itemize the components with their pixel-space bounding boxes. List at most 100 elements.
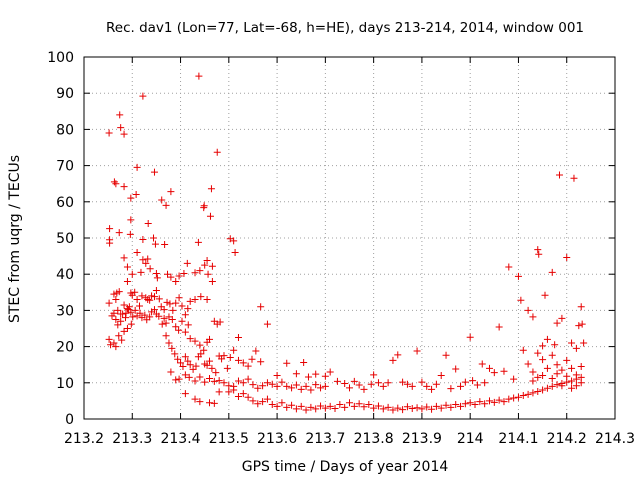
data-point <box>529 313 537 321</box>
data-point <box>107 341 115 349</box>
data-point <box>215 388 223 396</box>
data-point <box>225 382 233 390</box>
data-point <box>321 404 329 412</box>
data-point <box>106 225 114 233</box>
data-point <box>204 270 212 278</box>
data-point <box>206 335 214 343</box>
data-point <box>452 365 460 373</box>
data-point <box>572 371 580 379</box>
data-point <box>505 395 513 403</box>
data-point <box>168 315 176 323</box>
data-point <box>389 356 397 364</box>
data-point <box>514 393 522 401</box>
data-point <box>230 346 238 354</box>
data-point <box>331 405 339 413</box>
data-point <box>297 385 305 393</box>
data-point <box>519 391 527 399</box>
data-point <box>307 403 315 411</box>
data-point <box>350 377 358 385</box>
data-point <box>152 269 160 277</box>
data-point <box>539 356 547 364</box>
data-point <box>234 334 242 342</box>
data-point <box>548 374 556 382</box>
data-point <box>304 373 312 381</box>
data-point <box>524 306 532 314</box>
data-point <box>110 309 118 317</box>
data-point <box>326 402 334 410</box>
data-point <box>505 263 513 271</box>
data-point <box>423 382 431 390</box>
data-point <box>283 403 291 411</box>
data-point <box>524 360 532 368</box>
data-point <box>210 317 218 325</box>
data-point <box>346 384 353 392</box>
data-point <box>194 238 202 246</box>
data-point <box>302 406 310 414</box>
data-point <box>230 386 238 394</box>
data-point <box>177 359 185 367</box>
data-point <box>110 178 118 186</box>
tick-labels: 213.2 213.3 213.4 213.5 213.6 213.7 213.8 213.9… <box>47 50 635 447</box>
data-point <box>200 346 208 354</box>
data-point <box>548 382 556 390</box>
data-point <box>572 344 580 352</box>
data-point <box>541 291 549 299</box>
data-point <box>153 274 161 282</box>
data-point <box>112 315 120 323</box>
data-point <box>191 337 199 345</box>
data-point <box>341 380 349 388</box>
y-tick-label: 100 <box>47 50 74 66</box>
data-point <box>399 378 407 386</box>
data-point <box>162 332 170 340</box>
data-point <box>360 385 368 393</box>
data-point <box>551 341 559 349</box>
data-point <box>263 395 271 403</box>
chart-title: Rec. dav1 (Lon=77, Lat=-68, h=HE), days … <box>106 20 584 36</box>
data-point <box>105 335 113 343</box>
y-tick-label: 60 <box>56 195 74 211</box>
data-point <box>129 313 137 321</box>
data-point <box>123 277 131 285</box>
data-point <box>548 351 556 359</box>
data-point <box>203 361 211 369</box>
data-point <box>150 168 158 176</box>
x-tick-label: 214.1 <box>498 431 538 447</box>
data-point <box>370 404 378 412</box>
data-point <box>133 163 141 171</box>
data-point <box>131 288 139 296</box>
data-point <box>263 379 271 387</box>
data-point <box>428 385 436 393</box>
data-point <box>568 377 576 385</box>
data-point <box>112 180 120 188</box>
data-point <box>191 395 199 403</box>
data-point <box>131 306 139 314</box>
data-point <box>510 394 518 402</box>
data-point <box>196 267 204 275</box>
data-point <box>231 248 239 256</box>
data-point <box>126 230 134 238</box>
data-point <box>114 306 122 314</box>
data-point <box>365 401 373 409</box>
data-point <box>120 254 128 262</box>
y-tick-label: 40 <box>56 267 74 283</box>
data-point <box>312 381 320 389</box>
y-tick-label: 10 <box>56 376 74 392</box>
data-point <box>206 374 214 382</box>
data-point <box>568 339 576 347</box>
data-point <box>500 398 508 406</box>
data-point <box>374 379 382 387</box>
data-point <box>466 399 474 407</box>
data-point <box>394 404 402 412</box>
data-point <box>196 373 204 381</box>
data-point <box>133 296 141 304</box>
data-point <box>181 311 189 319</box>
data-point <box>197 350 205 358</box>
data-point <box>239 379 247 387</box>
data-point <box>144 255 152 263</box>
data-point <box>302 382 310 390</box>
data-point <box>471 401 479 409</box>
data-point <box>150 293 158 301</box>
data-point <box>208 262 216 270</box>
data-point <box>163 298 171 306</box>
data-point <box>150 234 158 242</box>
